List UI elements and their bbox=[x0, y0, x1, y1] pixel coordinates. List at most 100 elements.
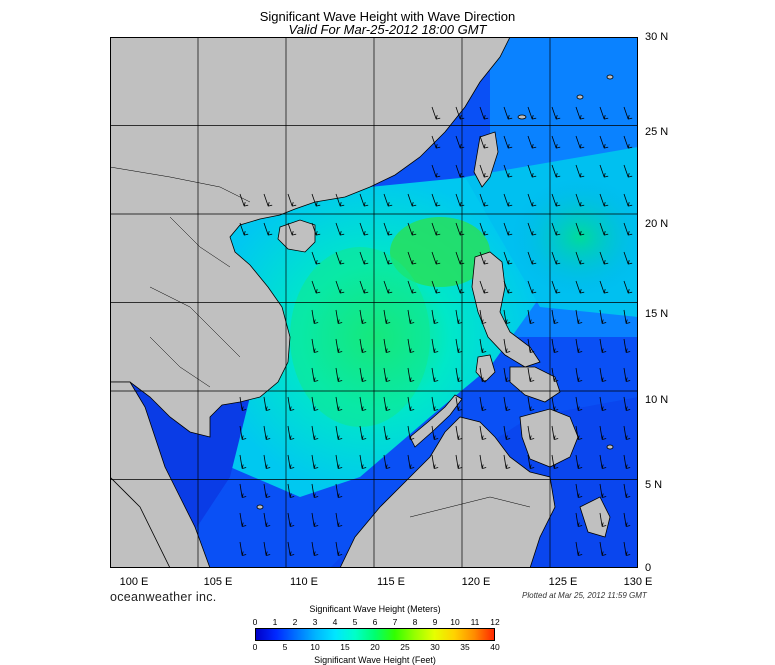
wave-direction-arrow bbox=[359, 280, 369, 294]
wave-direction-arrow bbox=[311, 425, 319, 440]
wave-direction-arrow bbox=[287, 396, 295, 411]
wave-direction-arrow bbox=[263, 512, 271, 527]
wave-direction-arrow bbox=[479, 106, 489, 120]
wave-direction-arrow bbox=[527, 106, 537, 120]
wave-direction-arrow bbox=[287, 483, 295, 498]
wave-direction-arrow bbox=[575, 193, 585, 207]
wave-direction-arrow bbox=[623, 512, 631, 527]
wave-direction-arrow bbox=[479, 251, 489, 265]
wave-direction-arrow bbox=[479, 135, 489, 149]
wave-direction-arrow bbox=[239, 425, 247, 440]
wave-direction-arrow bbox=[431, 164, 441, 178]
wave-direction-arrow bbox=[431, 454, 439, 469]
wave-direction-arrow bbox=[599, 367, 607, 382]
wave-direction-arrow bbox=[359, 222, 369, 236]
wave-direction-arrow bbox=[311, 512, 319, 527]
wave-direction-arrow bbox=[311, 483, 319, 498]
wave-direction-arrow bbox=[287, 222, 297, 236]
meter-tick-label: 12 bbox=[490, 617, 500, 627]
wave-direction-arrow bbox=[431, 135, 441, 149]
wave-direction-arrow bbox=[335, 338, 343, 353]
wave-direction-arrow bbox=[239, 541, 247, 556]
wave-direction-arrow bbox=[623, 396, 631, 411]
feet-tick-label: 15 bbox=[340, 642, 350, 652]
wave-direction-arrow bbox=[479, 396, 487, 411]
wave-direction-arrow bbox=[311, 541, 319, 556]
wave-direction-arrow bbox=[551, 135, 561, 149]
wave-direction-arrow bbox=[479, 425, 487, 440]
lat-label-30n: 30 N bbox=[645, 31, 669, 43]
colorbar-title-feet: Significant Wave Height (Feet) bbox=[314, 655, 436, 665]
wave-direction-arrow bbox=[263, 193, 273, 207]
lon-label-130e: 130 E bbox=[623, 576, 653, 588]
feet-tick-label: 40 bbox=[490, 642, 500, 652]
wave-direction-arrow bbox=[311, 454, 319, 469]
wave-direction-arrow bbox=[527, 222, 537, 236]
wave-direction-arrow bbox=[623, 541, 631, 556]
wave-direction-arrow bbox=[335, 251, 345, 265]
country-borders bbox=[110, 166, 531, 518]
wave-direction-arrow bbox=[599, 135, 609, 149]
wave-direction-arrow bbox=[431, 106, 441, 120]
land-mass bbox=[110, 37, 614, 568]
wave-direction-arrow bbox=[503, 454, 511, 469]
wave-direction-arrow bbox=[383, 222, 393, 236]
wave-direction-arrow bbox=[551, 338, 559, 353]
wave-direction-arrow bbox=[263, 396, 271, 411]
lon-label-125e: 125 E bbox=[548, 576, 578, 588]
wave-direction-arrow bbox=[287, 454, 295, 469]
feet-tick-label: 10 bbox=[310, 642, 320, 652]
wave-direction-arrow bbox=[503, 135, 513, 149]
wave-direction-arrow bbox=[575, 135, 585, 149]
map-title: Significant Wave Height with Wave Direct… bbox=[259, 9, 516, 24]
meter-tick-label: 11 bbox=[470, 617, 480, 627]
wave-direction-arrow bbox=[383, 425, 391, 440]
lat-label-0: 0 bbox=[645, 562, 652, 574]
wave-direction-arrow bbox=[623, 338, 631, 353]
wave-direction-arrow bbox=[407, 193, 417, 207]
wave-direction-arrow bbox=[311, 280, 321, 294]
wave-direction-arrow bbox=[599, 338, 607, 353]
wave-direction-arrow bbox=[623, 309, 631, 324]
wave-direction-arrow bbox=[335, 367, 343, 382]
wave-direction-arrow bbox=[503, 309, 511, 324]
wave-direction-arrow bbox=[287, 512, 295, 527]
wave-direction-arrow bbox=[527, 367, 535, 382]
wave-direction-arrow bbox=[527, 338, 535, 353]
wave-direction-arrow bbox=[239, 454, 247, 469]
wave-direction-arrow bbox=[455, 280, 465, 294]
wave-direction-arrow bbox=[239, 483, 247, 498]
wave-direction-arrow bbox=[431, 338, 439, 353]
wave-direction-arrow bbox=[359, 251, 369, 265]
map-subtitle: Valid For Mar-25-2012 18:00 GMT bbox=[288, 22, 487, 37]
wave-direction-arrow bbox=[335, 222, 345, 236]
wave-direction-arrow bbox=[575, 454, 583, 469]
wave-direction-arrow bbox=[335, 483, 343, 498]
wave-direction-arrow bbox=[551, 164, 561, 178]
wave-direction-arrow bbox=[407, 396, 415, 411]
wave-direction-arrow bbox=[503, 396, 511, 411]
wave-direction-arrow bbox=[431, 280, 441, 294]
wave-direction-arrow bbox=[575, 106, 585, 120]
wave-direction-arrow bbox=[599, 541, 607, 556]
wave-direction-arrow bbox=[527, 135, 537, 149]
meter-tick-label: 1 bbox=[272, 617, 278, 627]
wave-direction-arrow bbox=[455, 367, 463, 382]
wave-direction-arrow bbox=[599, 106, 609, 120]
feet-tick-label: 5 bbox=[282, 642, 288, 652]
wave-direction-arrow bbox=[239, 512, 247, 527]
lon-label-120e: 120 E bbox=[461, 576, 491, 588]
wave-direction-arrow bbox=[263, 483, 271, 498]
wave-direction-arrow bbox=[311, 338, 319, 353]
meter-tick-label: 4 bbox=[332, 617, 338, 627]
meter-tick-label: 7 bbox=[392, 617, 398, 627]
wave-direction-arrow bbox=[431, 193, 441, 207]
wave-direction-arrow bbox=[455, 193, 465, 207]
wave-direction-arrow bbox=[575, 512, 583, 527]
feet-tick-label: 25 bbox=[400, 642, 410, 652]
wave-direction-arrow bbox=[503, 280, 513, 294]
lon-label-100e: 100 E bbox=[119, 576, 149, 588]
wave-direction-arrow bbox=[359, 454, 367, 469]
wave-direction-arrow bbox=[287, 425, 295, 440]
wave-direction-arrow bbox=[599, 309, 607, 324]
